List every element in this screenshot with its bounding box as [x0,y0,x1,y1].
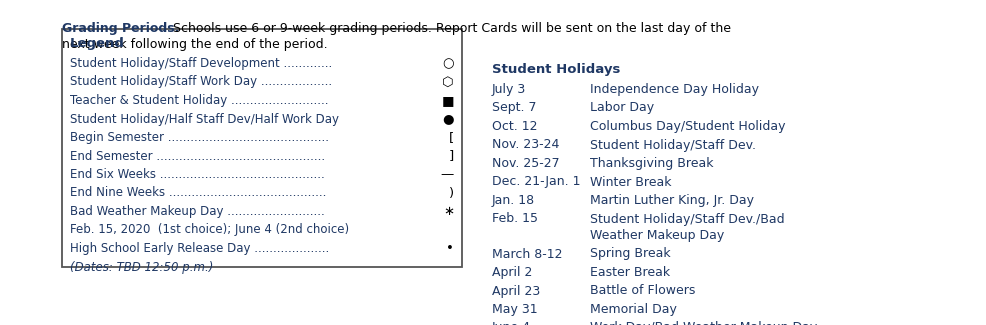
Text: Labor Day: Labor Day [590,101,654,114]
Text: Columbus Day/Student Holiday: Columbus Day/Student Holiday [590,120,786,133]
Text: Student Holiday/Staff Dev./Bad: Student Holiday/Staff Dev./Bad [590,213,785,226]
Text: Battle of Flowers: Battle of Flowers [590,284,695,297]
Text: Feb. 15: Feb. 15 [492,213,538,226]
Text: •: • [446,242,454,255]
Text: Schools use 6 or 9-week grading periods. Report Cards will be sent on the last d: Schools use 6 or 9-week grading periods.… [169,22,731,35]
Text: Sept. 7: Sept. 7 [492,101,536,114]
Text: Grading Periods.: Grading Periods. [62,22,179,35]
Text: Begin Semester ...........................................: Begin Semester .........................… [70,131,329,144]
Text: Oct. 12: Oct. 12 [492,120,537,133]
Text: April 23: April 23 [492,284,540,297]
Text: Student Holidays: Student Holidays [492,63,620,76]
Text: ∗: ∗ [443,205,454,218]
Text: Thanksgiving Break: Thanksgiving Break [590,157,714,170]
Text: Dec. 21-Jan. 1: Dec. 21-Jan. 1 [492,176,581,188]
FancyBboxPatch shape [62,29,462,267]
Text: Nov. 25-27: Nov. 25-27 [492,157,560,170]
Text: —: — [441,168,454,181]
Text: June 4: June 4 [492,321,531,325]
Text: Teacher & Student Holiday ..........................: Teacher & Student Holiday ..............… [70,94,328,107]
Text: Nov. 23-24: Nov. 23-24 [492,138,559,151]
Text: July 3: July 3 [492,83,527,96]
Text: ⬡: ⬡ [443,75,454,88]
Text: End Six Weeks ............................................: End Six Weeks ..........................… [70,168,324,181]
Text: Student Holiday/Staff Development .............: Student Holiday/Staff Development ......… [70,57,332,70]
Text: ): ) [449,187,454,200]
Text: Martin Luther King, Jr. Day: Martin Luther King, Jr. Day [590,194,754,207]
Text: Winter Break: Winter Break [590,176,671,188]
Text: Student Holiday/Half Staff Dev/Half Work Day: Student Holiday/Half Staff Dev/Half Work… [70,112,339,125]
Text: March 8-12: March 8-12 [492,248,562,261]
Text: ●: ● [443,112,454,125]
Text: Student Holiday/Staff Work Day ...................: Student Holiday/Staff Work Day .........… [70,75,332,88]
Text: ■: ■ [442,94,454,107]
Text: Independence Day Holiday: Independence Day Holiday [590,83,759,96]
Text: ○: ○ [443,57,454,70]
Text: Weather Makeup Day: Weather Makeup Day [590,229,725,242]
Text: May 31: May 31 [492,303,537,316]
Text: Feb. 15, 2020  (1st choice); June 4 (2nd choice): Feb. 15, 2020 (1st choice); June 4 (2nd … [70,224,349,237]
Text: [: [ [449,131,454,144]
Text: Memorial Day: Memorial Day [590,303,676,316]
Text: April 2: April 2 [492,266,532,279]
Text: Jan. 18: Jan. 18 [492,194,535,207]
Text: Work Day/Bad Weather Makeup Day: Work Day/Bad Weather Makeup Day [590,321,817,325]
Text: Bad Weather Makeup Day ..........................: Bad Weather Makeup Day .................… [70,205,324,218]
Text: next week following the end of the period.: next week following the end of the perio… [62,38,327,51]
Text: (Dates: TBD 12:50 p.m.): (Dates: TBD 12:50 p.m.) [70,261,213,274]
Text: Student Holiday/Staff Dev.: Student Holiday/Staff Dev. [590,138,756,151]
Text: High School Early Release Day ....................: High School Early Release Day ..........… [70,242,329,255]
Text: End Semester .............................................: End Semester ...........................… [70,150,325,162]
Text: Spring Break: Spring Break [590,248,670,261]
Text: Easter Break: Easter Break [590,266,670,279]
Text: Legend: Legend [70,37,125,50]
Text: End Nine Weeks ..........................................: End Nine Weeks .........................… [70,187,326,200]
Text: ]: ] [449,150,454,162]
